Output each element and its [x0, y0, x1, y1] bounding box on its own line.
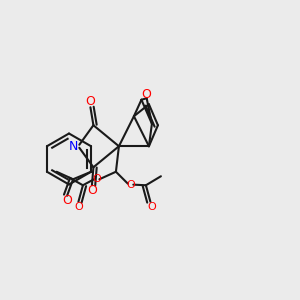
- Text: N: N: [69, 140, 79, 153]
- Text: O: O: [87, 184, 97, 197]
- Text: O: O: [148, 202, 156, 212]
- Text: O: O: [93, 174, 101, 184]
- Text: O: O: [127, 180, 135, 190]
- Text: O: O: [62, 194, 72, 207]
- Text: O: O: [85, 95, 95, 108]
- Text: O: O: [74, 202, 83, 212]
- Text: O: O: [142, 88, 152, 101]
